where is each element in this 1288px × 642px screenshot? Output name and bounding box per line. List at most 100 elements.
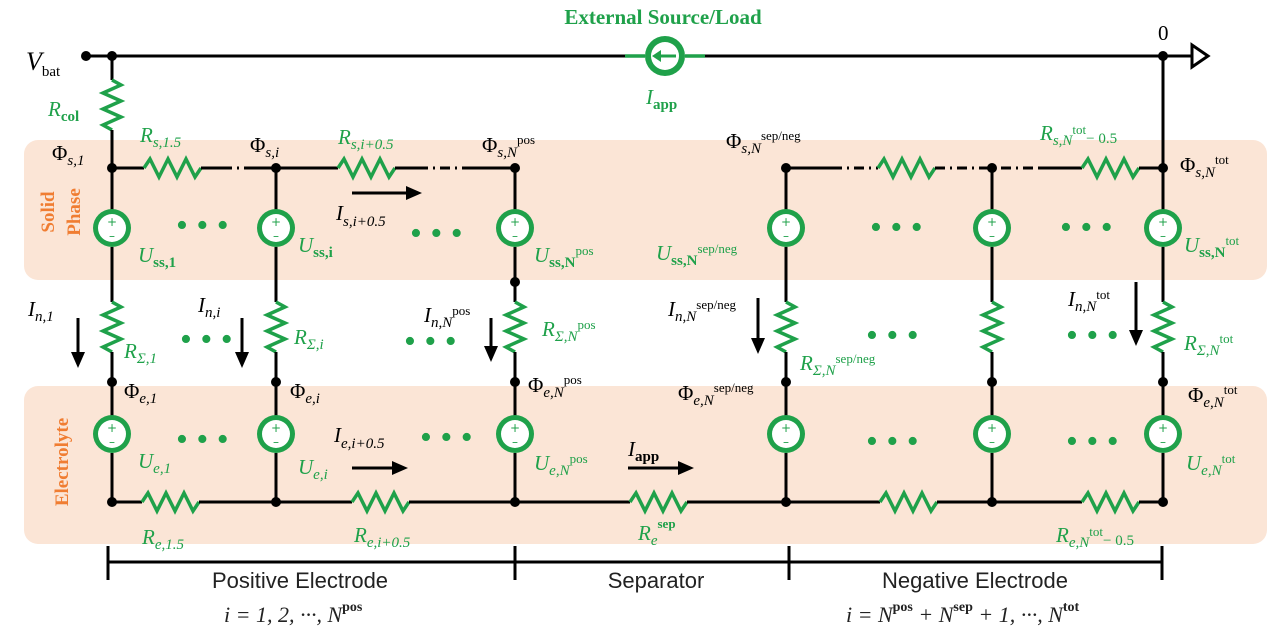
rsigntot-label: RΣ,Ntot	[1183, 331, 1234, 359]
branch-4-uss-source-inner	[772, 214, 800, 242]
branch-6-ue-source-minus: –	[1160, 435, 1166, 449]
innpos-label: In,Npos	[423, 303, 470, 331]
uss1-label: Uss,1	[138, 243, 176, 271]
solid-label: Solid	[38, 191, 59, 233]
branch-3-mid-node	[510, 277, 520, 287]
separator-label: Separator	[608, 568, 705, 593]
branch-3-ue-source-minus: –	[512, 435, 518, 449]
ussntot-label: Uss,Ntot	[1184, 233, 1240, 261]
branch-1-node-bottom	[107, 497, 117, 507]
zero-label: 0	[1158, 21, 1169, 45]
current-arrows	[71, 186, 1143, 475]
ellipsis-dots-9: • • •	[176, 421, 229, 458]
branch-2-node-bottom	[271, 497, 281, 507]
iei05-label: Ie,i+0.5	[333, 423, 385, 452]
rentot-label: Re,Ntot− 0.5	[1055, 523, 1134, 551]
branch-3-ue-source-inner	[501, 420, 529, 448]
branch-2-uss-source-minus: –	[273, 229, 279, 243]
vbat-node	[81, 51, 91, 61]
branch-2-ue-source-inner	[262, 420, 290, 448]
electrolyte-label: Electrolyte	[52, 418, 73, 506]
re15-resistor	[140, 489, 201, 515]
innsep-label: In,Nsep/neg	[667, 297, 736, 325]
phientot-label: Φe,Ntot	[1188, 382, 1238, 411]
branch-4-ue-source-minus: –	[783, 435, 789, 449]
phi-snpos-label: Φs,Npos	[482, 132, 535, 161]
phi-sntot-label: Φs,Ntot	[1180, 152, 1229, 181]
negative-electrode-label: Negative Electrode	[882, 568, 1068, 593]
branch-4-node-bottom	[781, 497, 791, 507]
rsignpos-label: RΣ,Npos	[541, 317, 596, 345]
ellipsis-dots-5: • • •	[180, 321, 233, 358]
branch-2-node-solid	[271, 163, 281, 173]
branch-5-node-bottom	[987, 497, 997, 507]
branch-1-node-elec	[107, 377, 117, 387]
iapp-mid-label: Iapp	[627, 437, 659, 465]
ellipsis-dots-8: • • •	[1066, 317, 1119, 354]
title-external-source: External Source/Load	[564, 5, 762, 29]
vbat-label: Vbat	[26, 47, 61, 80]
branch-1-ue-source-plus: +	[107, 421, 117, 435]
phi-snsep-label: Φs,Nsep/neg	[726, 128, 801, 157]
branch-1-node-solid	[107, 163, 117, 173]
ellipsis-dots-7: • • •	[866, 317, 919, 354]
branch-3-node-bottom	[510, 497, 520, 507]
rsntot-label: Rs,Ntot− 0.5	[1039, 121, 1117, 149]
ellipsis-dots-12: • • •	[1066, 423, 1119, 460]
rsig1-label: RΣ,1	[123, 339, 157, 367]
branch-1-rsigma-resistor	[98, 300, 126, 354]
branch-6-ue-source-plus: +	[1158, 421, 1168, 435]
ussnsep-label: Uss,Nsep/neg	[656, 241, 738, 269]
branch-6-uss-source-plus: +	[1158, 215, 1168, 229]
branch-1-uss-source-plus: +	[107, 215, 117, 229]
rs15-label: Rs,1.5	[139, 123, 182, 151]
branch-2-node-elec	[271, 377, 281, 387]
branch-5-ue-source-plus: +	[987, 421, 997, 435]
ellipsis-dots-1: • • •	[176, 207, 229, 244]
ini-label: In,i	[197, 293, 220, 321]
ellipsis-dots-3: • • •	[870, 209, 923, 246]
rsntot-resistor	[1080, 155, 1141, 181]
rei05-resistor	[350, 489, 411, 515]
solid-phase-band	[24, 140, 1267, 280]
phiei-label: Φe,i	[290, 379, 320, 407]
ellipsis-dots-10: • • •	[420, 419, 473, 456]
uei-label: Ue,i	[298, 455, 328, 483]
branch-5-uss-source-inner	[978, 214, 1006, 242]
branch-3-uss-source-minus: –	[512, 229, 518, 243]
ellipsis-dots-6: • • •	[404, 323, 457, 360]
elec-resistor-neg-1	[878, 489, 939, 515]
solid-resistor-neg-1	[876, 155, 937, 181]
branch-5-node-solid	[987, 163, 997, 173]
branch-6-node-bottom	[1158, 497, 1168, 507]
in1-label: In,1	[27, 297, 54, 325]
branch-2-rsigma-resistor	[262, 300, 290, 354]
branch-1-uss-source-minus: –	[109, 229, 115, 243]
phiensep-label: Φe,Nsep/neg	[678, 380, 754, 409]
branch-4-ue-source-plus: +	[781, 421, 791, 435]
ue1-label: Ue,1	[138, 449, 171, 477]
branch-2-uss-source-inner	[262, 214, 290, 242]
uentot-label: Ue,Ntot	[1186, 451, 1236, 479]
branch-2-ue-source-plus: +	[271, 421, 281, 435]
branch-1-ue-source-minus: –	[109, 435, 115, 449]
branch-4-node-solid	[781, 163, 791, 173]
branch-5-ue-source-inner	[978, 420, 1006, 448]
re15-label: Re,1.5	[141, 525, 184, 553]
branch-3-node-solid	[510, 163, 520, 173]
electrolyte-band	[24, 386, 1267, 544]
negative-range-label: i = Npos + Nsep + 1, ···, Ntot	[846, 600, 1080, 627]
branch-6-uss-source-inner	[1149, 214, 1177, 242]
resep-label: Resep	[637, 516, 676, 549]
ellipsis-dots-2: • • •	[410, 215, 463, 252]
positive-electrode-label: Positive Electrode	[212, 568, 388, 593]
branch-5-rsigma-resistor	[978, 300, 1006, 354]
branch-2-ue-source-minus: –	[273, 435, 279, 449]
positive-range-label: i = 1, 2, ···, Npos	[224, 600, 363, 627]
rentot-resistor	[1080, 489, 1141, 515]
phi-s1-label: Φs,1	[52, 141, 84, 169]
branch-3-node-elec	[510, 377, 520, 387]
phase-label: Phase	[64, 188, 85, 236]
